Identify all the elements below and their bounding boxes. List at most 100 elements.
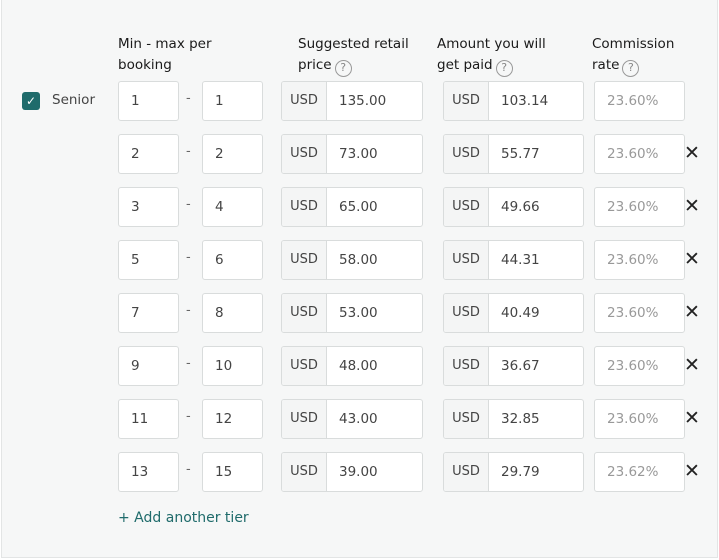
- min-input[interactable]: 11: [118, 399, 179, 439]
- currency-addon: USD: [444, 294, 489, 332]
- remove-tier-icon[interactable]: ✕: [684, 142, 700, 164]
- currency-addon: USD: [282, 347, 327, 385]
- retail-price-value[interactable]: 43.00: [339, 411, 378, 427]
- retail-price-value[interactable]: 39.00: [339, 464, 378, 480]
- amount-paid-input[interactable]: USD 44.31: [443, 240, 584, 280]
- min-input[interactable]: 5: [118, 240, 179, 280]
- help-icon[interactable]: ?: [622, 60, 640, 77]
- max-input[interactable]: 10: [202, 346, 263, 386]
- max-input[interactable]: 4: [202, 187, 263, 227]
- range-dash: -: [186, 356, 191, 371]
- retail-price-value[interactable]: 135.00: [339, 93, 387, 109]
- remove-tier-icon[interactable]: ✕: [684, 248, 700, 270]
- amount-paid-value[interactable]: 49.66: [501, 199, 540, 215]
- amount-paid-input[interactable]: USD 32.85: [443, 399, 584, 439]
- commission-rate-field: 23.62%: [594, 452, 685, 492]
- tier-row: 1 - 1 USD 135.00 USD 103.14 23.60%: [0, 81, 719, 121]
- currency-addon: USD: [444, 347, 489, 385]
- currency-addon: USD: [444, 400, 489, 438]
- max-input[interactable]: 1: [202, 81, 263, 121]
- commission-rate-field: 23.60%: [594, 81, 685, 121]
- remove-tier-icon[interactable]: ✕: [684, 301, 700, 323]
- amount-paid-input[interactable]: USD 40.49: [443, 293, 584, 333]
- range-dash: -: [186, 197, 191, 212]
- amount-paid-value[interactable]: 44.31: [501, 252, 540, 268]
- commission-rate-field: 23.60%: [594, 240, 685, 280]
- currency-addon: USD: [282, 188, 327, 226]
- retail-price-input[interactable]: USD 65.00: [281, 187, 423, 227]
- retail-price-input[interactable]: USD 73.00: [281, 134, 423, 174]
- amount-paid-value[interactable]: 103.14: [501, 93, 549, 109]
- tier-row: 11 - 12 USD 43.00 USD 32.85 23.60% ✕: [0, 399, 719, 439]
- senior-checkbox[interactable]: ✓: [22, 92, 40, 110]
- retail-price-value[interactable]: 73.00: [339, 146, 378, 162]
- currency-addon: USD: [444, 453, 489, 491]
- amount-paid-value[interactable]: 55.77: [501, 146, 540, 162]
- currency-addon: USD: [444, 241, 489, 279]
- max-input[interactable]: 2: [202, 134, 263, 174]
- amount-paid-value[interactable]: 29.79: [501, 464, 540, 480]
- amount-paid-value[interactable]: 36.67: [501, 358, 540, 374]
- retail-price-input[interactable]: USD 58.00: [281, 240, 423, 280]
- currency-addon: USD: [444, 135, 489, 173]
- add-tier-link[interactable]: + Add another tier: [118, 510, 249, 526]
- amount-paid-input[interactable]: USD 55.77: [443, 134, 584, 174]
- help-icon[interactable]: ?: [334, 60, 352, 77]
- min-input[interactable]: 9: [118, 346, 179, 386]
- retail-price-value[interactable]: 58.00: [339, 252, 378, 268]
- currency-addon: USD: [282, 453, 327, 491]
- currency-addon: USD: [282, 135, 327, 173]
- commission-rate-field: 23.60%: [594, 399, 685, 439]
- retail-price-value[interactable]: 65.00: [339, 199, 378, 215]
- currency-addon: USD: [282, 82, 327, 120]
- range-dash: -: [186, 144, 191, 159]
- commission-rate-field: 23.60%: [594, 187, 685, 227]
- range-dash: -: [186, 91, 191, 106]
- retail-price-input[interactable]: USD 135.00: [281, 81, 423, 121]
- amount-paid-input[interactable]: USD 49.66: [443, 187, 584, 227]
- max-input[interactable]: 12: [202, 399, 263, 439]
- tier-row: 7 - 8 USD 53.00 USD 40.49 23.60% ✕: [0, 293, 719, 333]
- retail-price-input[interactable]: USD 48.00: [281, 346, 423, 386]
- min-input[interactable]: 13: [118, 452, 179, 492]
- retail-price-value[interactable]: 48.00: [339, 358, 378, 374]
- amount-paid-input[interactable]: USD 36.67: [443, 346, 584, 386]
- currency-addon: USD: [282, 241, 327, 279]
- retail-price-input[interactable]: USD 39.00: [281, 452, 423, 492]
- retail-price-input[interactable]: USD 43.00: [281, 399, 423, 439]
- max-input[interactable]: 8: [202, 293, 263, 333]
- commission-rate-field: 23.60%: [594, 346, 685, 386]
- tier-row: 5 - 6 USD 58.00 USD 44.31 23.60% ✕: [0, 240, 719, 280]
- currency-addon: USD: [444, 188, 489, 226]
- amount-paid-value[interactable]: 32.85: [501, 411, 540, 427]
- currency-addon: USD: [282, 294, 327, 332]
- amount-paid-input[interactable]: USD 103.14: [443, 81, 584, 121]
- remove-tier-icon[interactable]: ✕: [684, 354, 700, 376]
- tier-row: 3 - 4 USD 65.00 USD 49.66 23.60% ✕: [0, 187, 719, 227]
- max-input[interactable]: 15: [202, 452, 263, 492]
- remove-tier-icon[interactable]: ✕: [684, 195, 700, 217]
- range-dash: -: [186, 250, 191, 265]
- amount-paid-input[interactable]: USD 29.79: [443, 452, 584, 492]
- remove-tier-icon[interactable]: ✕: [684, 460, 700, 482]
- header-retail-price: Suggested retail price?: [298, 34, 409, 77]
- range-dash: -: [186, 409, 191, 424]
- tier-row: 9 - 10 USD 48.00 USD 36.67 23.60% ✕: [0, 346, 719, 386]
- min-input[interactable]: 7: [118, 293, 179, 333]
- header-min-max: Min - max per booking: [118, 36, 212, 73]
- amount-paid-value[interactable]: 40.49: [501, 305, 540, 321]
- remove-tier-icon[interactable]: ✕: [684, 407, 700, 429]
- range-dash: -: [186, 462, 191, 477]
- help-icon[interactable]: ?: [495, 60, 513, 77]
- retail-price-input[interactable]: USD 53.00: [281, 293, 423, 333]
- range-dash: -: [186, 303, 191, 318]
- max-input[interactable]: 6: [202, 240, 263, 280]
- commission-rate-field: 23.60%: [594, 134, 685, 174]
- min-input[interactable]: 2: [118, 134, 179, 174]
- min-input[interactable]: 1: [118, 81, 179, 121]
- min-input[interactable]: 3: [118, 187, 179, 227]
- retail-price-value[interactable]: 53.00: [339, 305, 378, 321]
- category-label: Senior: [52, 92, 95, 108]
- commission-rate-field: 23.60%: [594, 293, 685, 333]
- header-amount-paid: Amount you will get paid?: [437, 34, 546, 77]
